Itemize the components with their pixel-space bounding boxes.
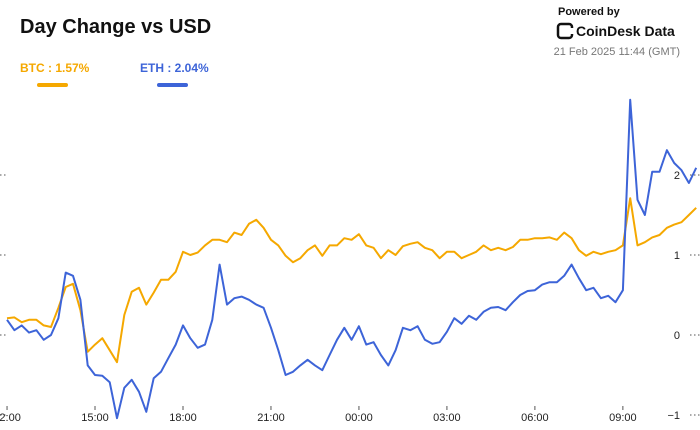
series-line: [6, 98, 698, 420]
x-tick-label: 00:00: [345, 412, 373, 424]
powered-by: Powered by: [558, 6, 621, 18]
x-tick-label: 12:00: [0, 412, 21, 424]
legend-label: ETH : 2.04%: [140, 61, 209, 75]
x-tick-label: 18:00: [169, 412, 197, 424]
legend-swatch: [37, 83, 68, 87]
y-tick-label: 2: [674, 170, 680, 182]
y-tick-label: 0: [674, 330, 680, 342]
logo-icon-cut: [566, 28, 574, 34]
x-tick-label: 06:00: [521, 412, 549, 424]
y-tick-label: −1: [667, 410, 680, 422]
x-tick-label: 09:00: [609, 412, 637, 424]
legend-label: BTC : 1.57%: [20, 61, 90, 75]
brand-logo: [556, 22, 574, 40]
x-tick-label: 21:00: [257, 412, 285, 424]
x-tick-label: 03:00: [433, 412, 461, 424]
y-tick-label: 1: [674, 250, 680, 262]
x-tick-label: 15:00: [81, 412, 109, 424]
timestamp: 21 Feb 2025 11:44 (GMT): [554, 46, 680, 58]
brand-name: CoinDesk Data: [576, 23, 675, 39]
chart-title: Day Change vs USD: [20, 16, 211, 38]
series-line: [6, 197, 697, 364]
legend-swatch: [157, 83, 188, 87]
